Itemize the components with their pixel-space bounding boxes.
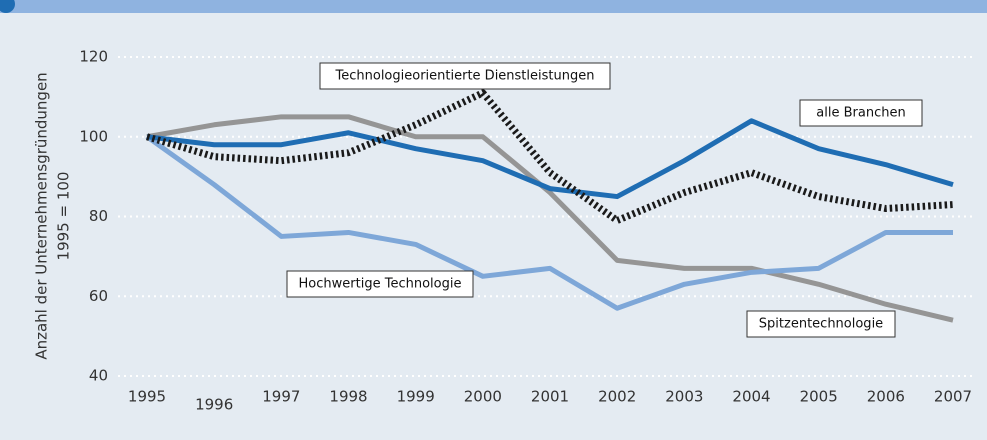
series-line [146, 118, 954, 200]
x-tick-label: 1995 [128, 388, 166, 406]
y-axis-label: Anzahl der Unternehmensgründungen [33, 72, 51, 359]
x-tick-label: 2007 [934, 388, 972, 406]
header-icon [0, 0, 15, 13]
x-tick-label: 1997 [262, 388, 300, 406]
y-tick-label: 60 [89, 287, 108, 305]
x-tick-label: 1998 [329, 388, 367, 406]
label-box [799, 99, 923, 127]
x-tick-label: 2005 [800, 388, 838, 406]
x-tick-label: 2000 [464, 388, 502, 406]
x-tick-label: 2004 [732, 388, 770, 406]
series-line [146, 114, 954, 323]
series-name: Technologieorientierte Dienstleistungen [335, 69, 595, 84]
x-tick-label: 1999 [397, 388, 435, 406]
series-name: Spitzentechnologie [759, 317, 883, 332]
y-tick-label: 40 [89, 367, 108, 385]
y-tick-label: 100 [79, 127, 108, 145]
series-label: Hochwertige Technologie [286, 270, 474, 298]
y-tick-label: 80 [89, 207, 108, 225]
y-axis-label: 1995 = 100 [55, 172, 73, 261]
x-tick-label: 1996 [195, 396, 233, 414]
series-line [145, 134, 953, 311]
y-tick-label: 120 [79, 48, 108, 66]
x-tick-label: 2003 [665, 388, 703, 406]
x-tick-label: 2002 [598, 388, 636, 406]
header-bar [0, 0, 987, 13]
series-label: Spitzentechnologie [746, 310, 896, 338]
series-label: alle Branchen [799, 99, 923, 127]
x-tick-label: 2006 [867, 388, 905, 406]
series-name: Hochwertige Technologie [299, 277, 462, 292]
label-box [746, 310, 896, 338]
series-label: Technologieorientierte Dienstleistungen [319, 62, 611, 90]
label-box [286, 270, 474, 298]
series-name: alle Branchen [816, 106, 905, 121]
x-tick-label: 2001 [531, 388, 569, 406]
label-box [319, 62, 611, 90]
